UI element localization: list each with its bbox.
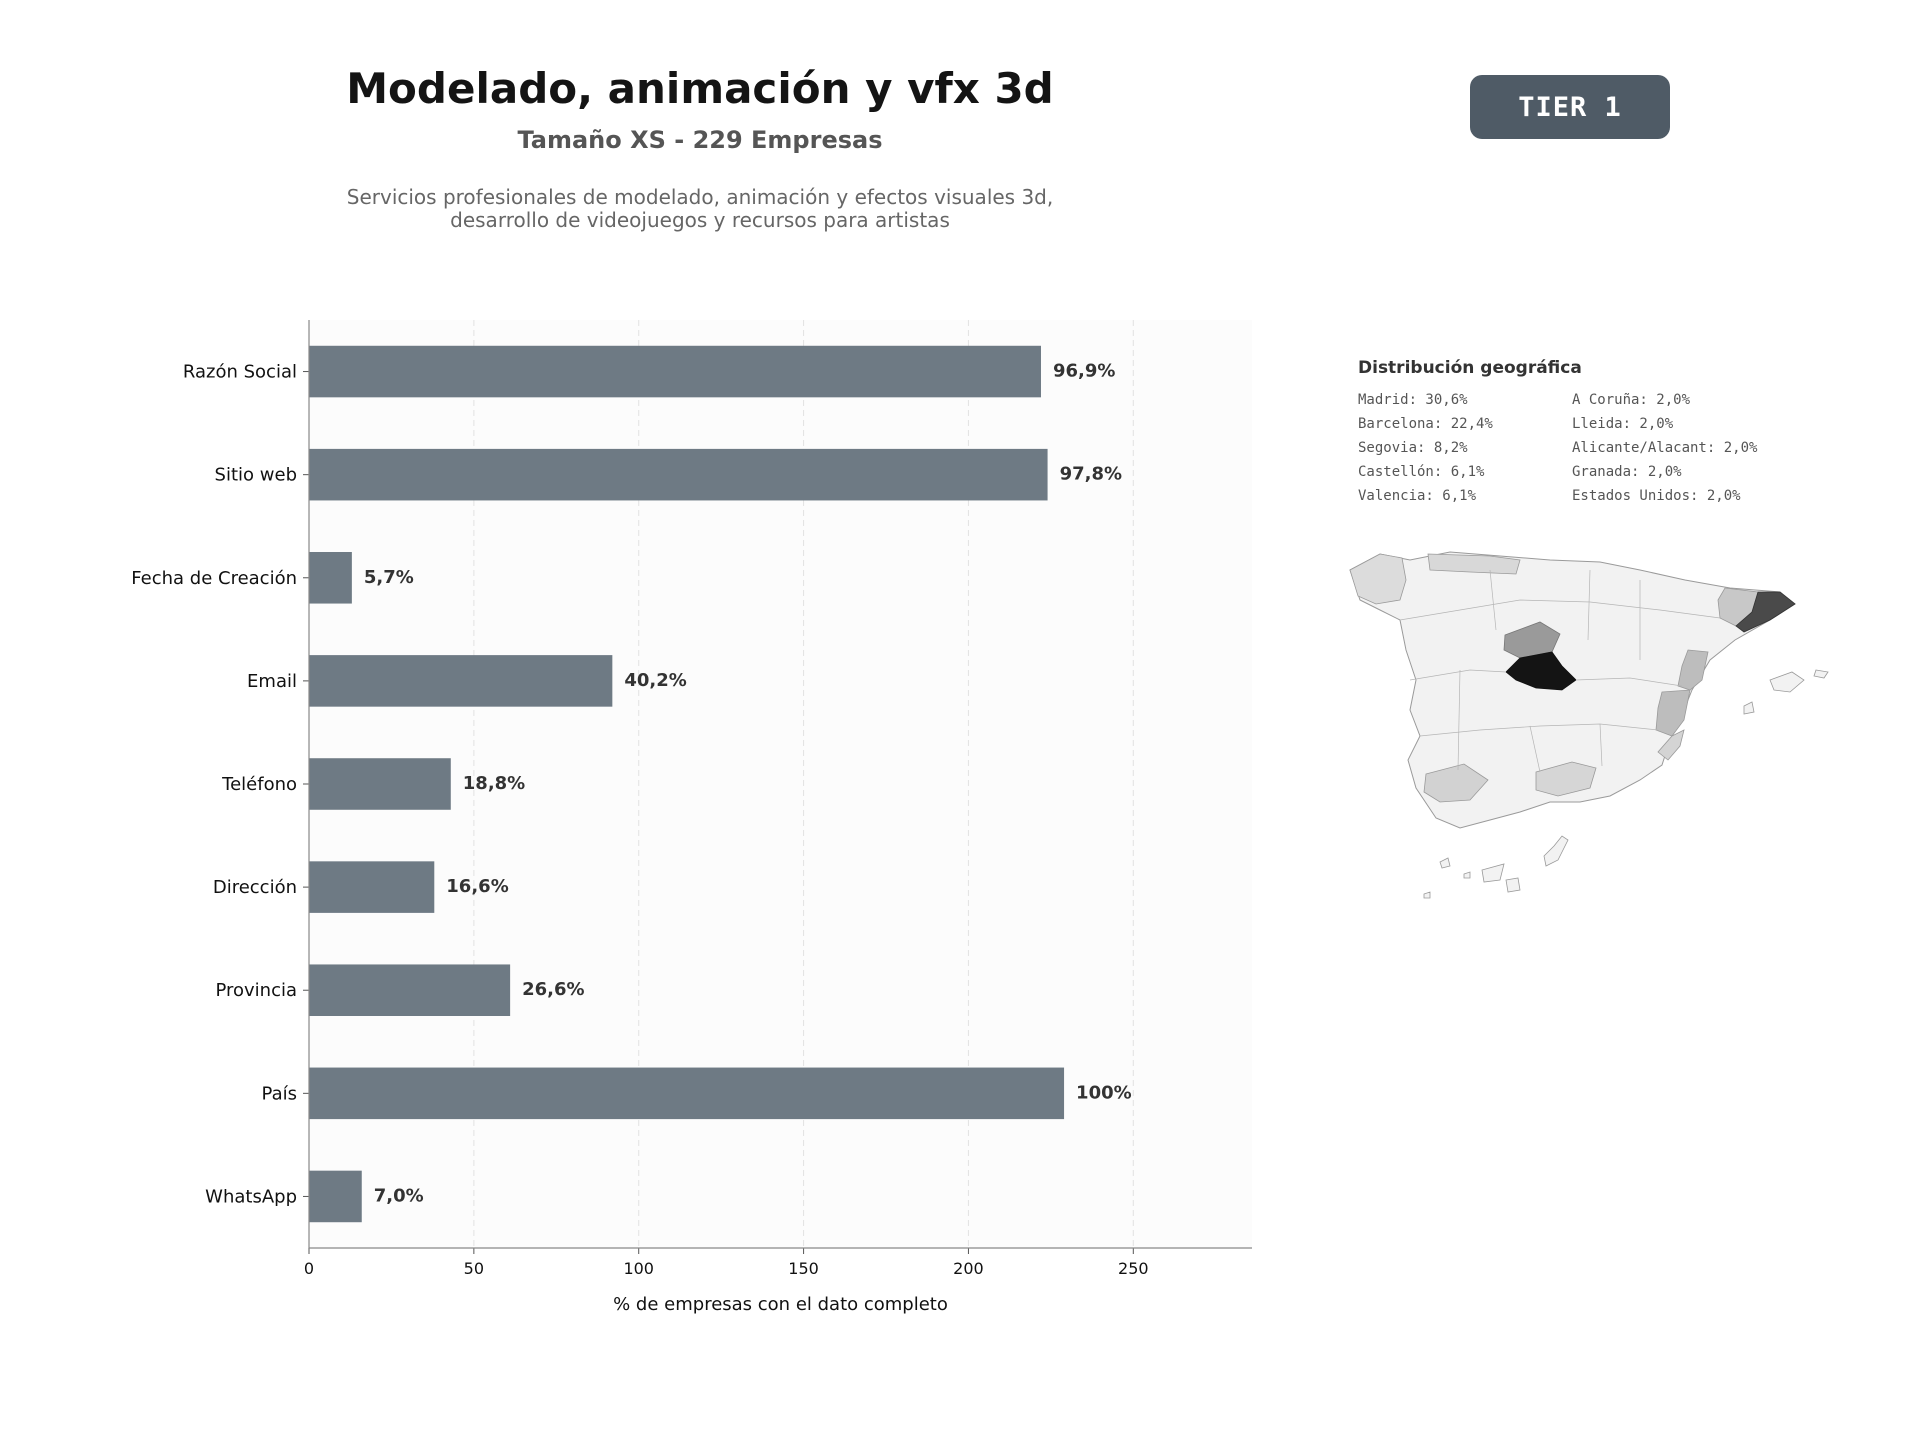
y-tick-label: Sitio web: [215, 465, 297, 486]
x-tick-label: 50: [464, 1259, 484, 1278]
x-tick-label: 250: [1118, 1259, 1149, 1278]
map-canary-islands: [1423, 835, 1569, 899]
map-region-southwest: [1423, 763, 1489, 803]
y-tick-label: WhatsApp: [205, 1186, 297, 1207]
y-tick-label: Razón Social: [183, 362, 297, 383]
map-province-lines: [1399, 569, 1721, 773]
geo-item: Granada: 2,0%: [1572, 464, 1682, 480]
geo-item: Madrid: 30,6%: [1358, 392, 1468, 408]
data-label: 96,9%: [1053, 361, 1115, 382]
geo-item: Castellón: 6,1%: [1358, 464, 1485, 480]
bar: [309, 758, 451, 810]
geo-list: Madrid: 30,6% A Coruña: 2,0% Barcelona: …: [1358, 392, 1838, 504]
geo-item: Segovia: 8,2%: [1358, 440, 1468, 456]
data-label: 16,6%: [446, 876, 508, 897]
map-region-valencia: [1655, 689, 1691, 737]
data-label: 7,0%: [374, 1185, 424, 1206]
geo-item: Lleida: 2,0%: [1572, 416, 1674, 432]
data-label: 18,8%: [463, 773, 525, 794]
bar: [309, 655, 613, 707]
bar: [309, 448, 1048, 501]
x-tick-label: 150: [788, 1259, 819, 1278]
bar: [309, 552, 352, 604]
map-balearic-islands: [1743, 669, 1829, 715]
geo-item: Estados Unidos: 2,0%: [1572, 488, 1741, 504]
geo-item: Alicante/Alacant: 2,0%: [1572, 440, 1758, 456]
page-subtitle: Tamaño XS - 229 Empresas: [517, 126, 883, 154]
data-label: 5,7%: [364, 567, 414, 588]
x-tick-label: 200: [953, 1259, 984, 1278]
bar: [309, 964, 511, 1016]
y-tick-label: País: [262, 1083, 297, 1104]
tier-badge: TIER 1: [1470, 75, 1670, 139]
bar: [309, 861, 435, 913]
map-peninsula: [1349, 551, 1796, 829]
geo-item: Barcelona: 22,4%: [1358, 416, 1493, 432]
description: Servicios profesionales de modelado, ani…: [300, 186, 1100, 232]
bar: [309, 345, 1041, 398]
y-tick-label: Provincia: [215, 980, 297, 1001]
x-tick-label: 0: [304, 1259, 314, 1278]
y-tick-label: Teléfono: [221, 774, 297, 795]
bar-chart: 0 50 100 150 200 250 Razón Social 96,9% Sitio we…: [131, 320, 1252, 1315]
y-tick-label: Fecha de Creación: [131, 568, 297, 589]
bar: [309, 1067, 1065, 1120]
map-region-alicante: [1657, 729, 1685, 761]
map-region-galicia: [1349, 553, 1407, 605]
description-line-1: Servicios profesionales de modelado, ani…: [346, 185, 1054, 209]
bar: [309, 1170, 362, 1223]
y-tick-label: Email: [247, 671, 297, 692]
map-region-barcelona: [1735, 591, 1796, 633]
map-region-north: [1427, 553, 1521, 575]
page-title: Modelado, animación y vfx 3d: [346, 64, 1054, 113]
map-region-madrid: [1505, 651, 1577, 691]
data-label: 97,8%: [1060, 464, 1122, 485]
geo-item: A Coruña: 2,0%: [1572, 392, 1691, 408]
data-label: 100%: [1076, 1082, 1132, 1103]
data-label: 26,6%: [522, 979, 584, 1000]
spain-choropleth-map: [1349, 551, 1829, 899]
x-axis-label: % de empresas con el dato completo: [613, 1294, 948, 1315]
y-tick-label: Dirección: [213, 877, 297, 898]
x-tick-label: 100: [623, 1259, 654, 1278]
geo-distribution-panel: Distribución geográfica Madrid: 30,6% A …: [1358, 358, 1838, 504]
map-region-granada: [1535, 761, 1597, 797]
data-label: 40,2%: [624, 670, 686, 691]
geo-title: Distribución geográfica: [1358, 358, 1582, 378]
description-line-2: desarrollo de videojuegos y recursos par…: [450, 208, 950, 232]
geo-item: Valencia: 6,1%: [1358, 488, 1477, 504]
